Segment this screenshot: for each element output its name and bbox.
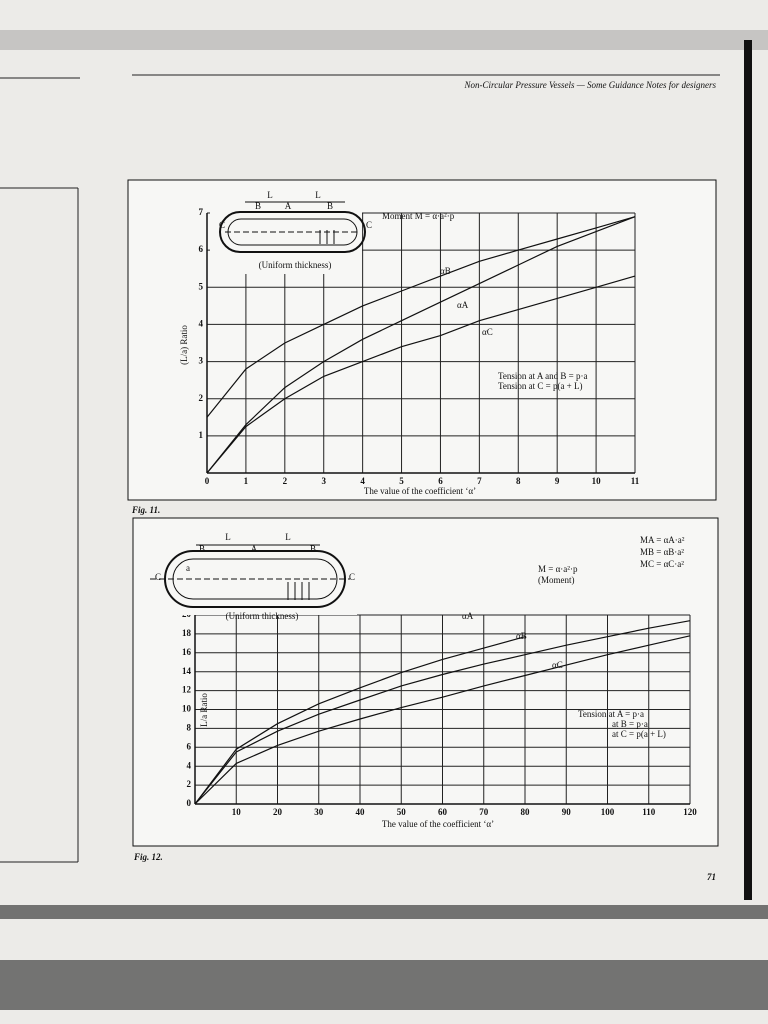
diagram-background	[140, 525, 357, 615]
series-line	[206, 216, 636, 418]
y-axis-label: L/a Ratio	[199, 693, 209, 727]
y-tick-label: 10	[182, 704, 192, 714]
y-tick-label: 7	[199, 207, 204, 217]
series-label: αC	[482, 327, 493, 337]
vessel-outer	[219, 211, 366, 253]
figure-caption: Fig. 11.	[131, 505, 160, 515]
scan-noise	[0, 960, 768, 1010]
figure-caption: Fig. 12.	[133, 852, 163, 862]
x-tick-label: 10	[232, 807, 242, 817]
y-tick-label: 0	[187, 798, 192, 808]
annotation: A	[285, 201, 292, 211]
series-label: αA	[457, 300, 469, 310]
series-line	[206, 216, 636, 474]
annotation: B	[327, 201, 333, 211]
x-tick-label: 1	[244, 476, 249, 486]
annotation: M = α·a²·p	[538, 564, 578, 574]
series-line	[206, 275, 636, 474]
x-tick-label: 10	[592, 476, 602, 486]
x-tick-label: 2	[283, 476, 288, 486]
y-tick-label: 18	[182, 628, 192, 638]
x-tick-label: 6	[438, 476, 443, 486]
annotation: C	[349, 572, 355, 582]
annotation: MA = αA·a²	[640, 535, 685, 545]
annotation: B	[255, 201, 261, 211]
y-tick-label: 1	[199, 430, 204, 440]
annotation: L	[285, 532, 291, 542]
annotation: Moment M = α·a²·p	[382, 211, 455, 221]
x-tick-label: 20	[273, 807, 283, 817]
x-axis-label: The value of the coefficient ‘α’	[382, 819, 494, 829]
y-tick-label: 6	[199, 244, 204, 254]
x-tick-label: 30	[314, 807, 324, 817]
y-tick-label: 3	[199, 356, 204, 366]
x-tick-label: 7	[477, 476, 482, 486]
annotation: C	[366, 220, 372, 230]
annotation: at C = p(a + L)	[612, 729, 666, 739]
x-tick-label: 80	[521, 807, 531, 817]
x-tick-label: 50	[397, 807, 407, 817]
annotation: Tension at A and B = p·a	[498, 371, 587, 381]
x-tick-label: 120	[683, 807, 697, 817]
series-line	[194, 635, 691, 805]
annotation: C	[155, 572, 161, 582]
y-tick-label: 14	[182, 666, 192, 676]
x-tick-label: 8	[516, 476, 521, 486]
y-tick-label: 4	[187, 760, 192, 770]
x-tick-label: 11	[631, 476, 640, 486]
header: Non-Circular Pressure Vessels — Some Gui…	[464, 80, 717, 90]
x-tick-label: 100	[601, 807, 615, 817]
annotation: L	[315, 190, 321, 200]
y-tick-label: 5	[199, 281, 204, 291]
page-number: 71	[707, 872, 716, 882]
y-tick-label: 8	[187, 722, 192, 732]
y-tick-label: 12	[182, 685, 192, 695]
annotation: MB = αB·a²	[640, 547, 684, 557]
annotation: L	[267, 190, 273, 200]
x-tick-label: 60	[438, 807, 448, 817]
scan-noise	[0, 30, 768, 50]
annotation: MC = αC·a²	[640, 559, 684, 569]
annotation: L	[225, 532, 231, 542]
series-label: αC	[552, 660, 563, 670]
annotation: at B = p·a	[612, 719, 648, 729]
annotation: A	[251, 544, 258, 554]
scan-noise	[0, 905, 768, 919]
annotation: (Uniform thickness)	[259, 260, 332, 270]
x-tick-label: 70	[479, 807, 489, 817]
annotation: a	[186, 563, 190, 573]
y-tick-label: 6	[187, 741, 192, 751]
series-line	[194, 620, 691, 805]
series-label: αA	[462, 611, 474, 621]
annotation: (Uniform thickness)	[226, 611, 299, 621]
x-tick-label: 4	[360, 476, 365, 486]
y-tick-label: 4	[199, 318, 204, 328]
annotation: B	[199, 544, 205, 554]
x-tick-label: 3	[321, 476, 326, 486]
annotation: Tension at C = p(a + L)	[498, 381, 583, 391]
x-tick-label: 5	[399, 476, 404, 486]
x-tick-label: 9	[555, 476, 560, 486]
series-label: αB	[440, 266, 451, 276]
y-tick-label: 2	[187, 779, 192, 789]
y-tick-label: 16	[182, 647, 192, 657]
annotation: B	[310, 544, 316, 554]
page-edge	[744, 40, 752, 900]
annotation: C	[219, 220, 225, 230]
y-tick-label: 2	[199, 393, 204, 403]
x-tick-label: 90	[562, 807, 572, 817]
y-axis-label: (L/a) Ratio	[179, 325, 189, 365]
series-label: αB	[516, 631, 527, 641]
annotation: (Moment)	[538, 575, 575, 585]
annotation: Tension at A = p·a	[578, 709, 644, 719]
x-tick-label: 40	[356, 807, 366, 817]
x-tick-label: 110	[642, 807, 656, 817]
x-tick-label: 0	[205, 476, 210, 486]
series-line	[194, 636, 526, 805]
x-axis-label: The value of the coefficient ‘α’	[364, 486, 476, 496]
